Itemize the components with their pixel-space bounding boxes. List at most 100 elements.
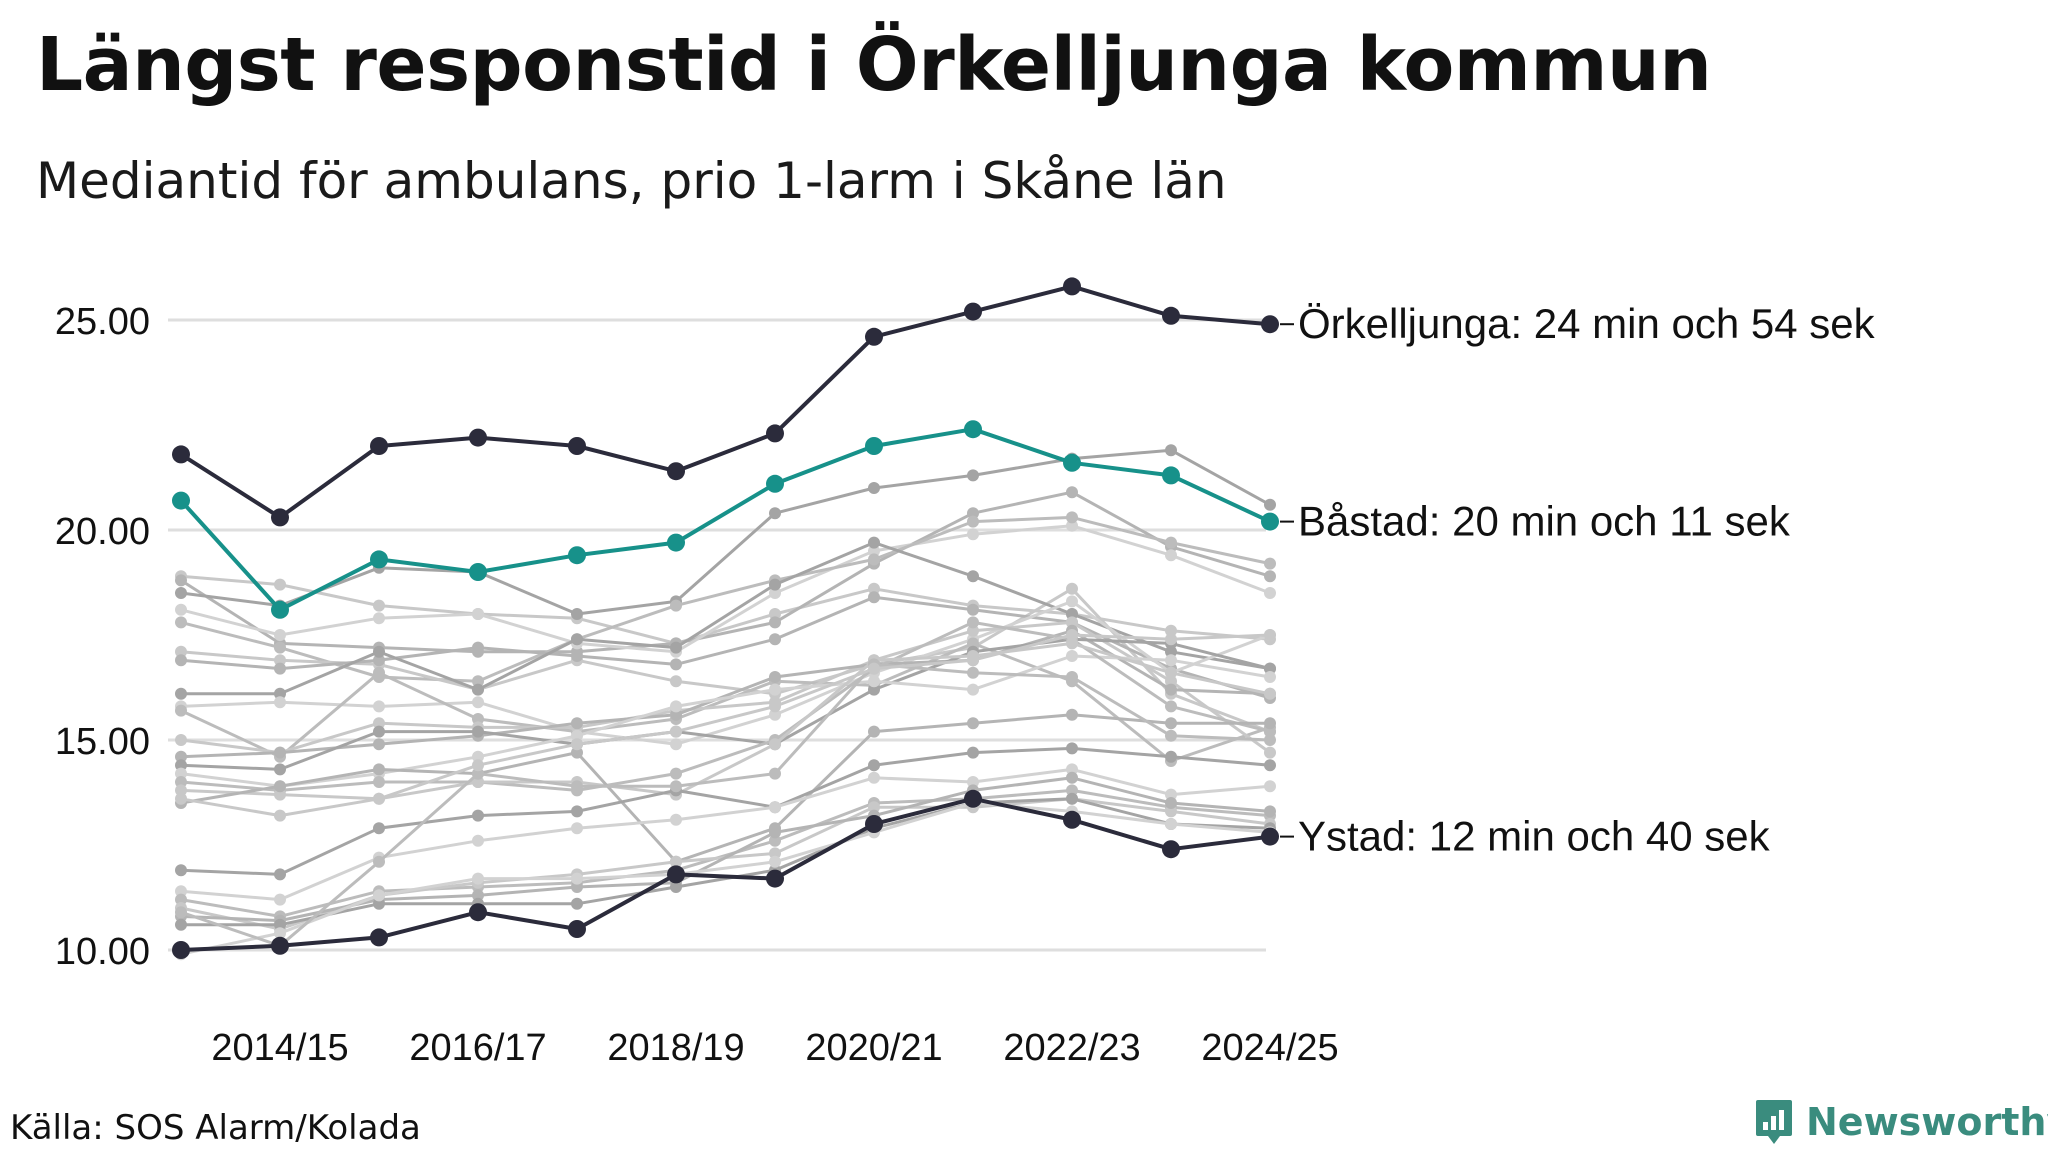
series-kommun-s-line — [180, 767, 1271, 902]
series-kommun-a-point — [1165, 624, 1177, 637]
series-kommun-i-point — [274, 696, 286, 709]
series-kommun-r-point — [373, 822, 385, 835]
source-note: Källa: SOS Alarm/Kolada — [10, 1108, 421, 1148]
series-kommun-r-point — [175, 864, 187, 877]
series-kommun-f-point — [670, 675, 682, 688]
y-tick-label: 25.00 — [55, 301, 150, 343]
series-kommun-j-point — [472, 713, 484, 725]
series-kommun-e-point — [670, 599, 682, 612]
series-kommun-g-point — [967, 603, 979, 616]
series-kommun-e-point — [472, 675, 484, 688]
series-kommun-r-point — [967, 746, 979, 759]
series-kommun-j-point — [373, 666, 385, 679]
series-kommun-e-point — [1165, 536, 1177, 549]
x-tick-label: 2018/19 — [607, 1027, 744, 1069]
series-kommun-n-point — [1264, 671, 1276, 683]
series-kommun-g-point — [175, 654, 187, 667]
series-kommun-a-point — [274, 578, 286, 591]
series-kommun-g-line — [180, 595, 1271, 700]
series-kommun-n-point — [571, 729, 583, 742]
series-kommun-s-point — [274, 893, 286, 906]
series-kommun-e-point — [274, 641, 286, 654]
series-kommun-s-point — [571, 822, 583, 835]
series-kommun-l-point — [1165, 683, 1177, 696]
series-kommun-k-point — [175, 734, 187, 746]
series-kommun-w-point — [1066, 792, 1078, 805]
x-tick-label: 2022/23 — [1003, 1027, 1140, 1069]
series-kommun-e-point — [1264, 557, 1276, 570]
series-kommun-z-point — [373, 792, 385, 805]
series-kommun-v-point — [769, 826, 781, 839]
series-kommun-m-point — [868, 683, 880, 696]
series-kommun-p-point — [769, 738, 781, 751]
series-kommun-r-point — [1264, 759, 1276, 772]
series-kommun-z-point — [175, 792, 187, 805]
series-ystad-point — [370, 928, 388, 947]
x-tick-label: 2024/25 — [1201, 1027, 1338, 1069]
series-kommun-c-point — [571, 608, 583, 620]
series-kommun-k-point — [1264, 746, 1276, 759]
series-kommun-g-point — [868, 591, 880, 604]
series-kommun-x-point — [373, 889, 385, 902]
series-kommun-o-point — [175, 776, 187, 788]
x-tick-label: 2014/15 — [211, 1027, 348, 1069]
series-kommun-c-point — [967, 469, 979, 482]
series-kommun-m-point — [175, 759, 187, 772]
series-kommun-d — [175, 519, 1276, 658]
series-kommun-a-line — [180, 574, 1271, 645]
series-kommun-g-point — [274, 662, 286, 675]
series-kommun-z-point — [1066, 629, 1078, 641]
series-kommun-y-point — [472, 767, 484, 780]
series-kommun-d-point — [769, 587, 781, 599]
series-kommun-b-point — [967, 507, 979, 520]
series-kommun-x-line — [180, 801, 1271, 956]
series-kommun-h-point — [571, 633, 583, 646]
series-kommun-h-point — [1165, 645, 1177, 658]
series-kommun-h-point — [1066, 608, 1078, 620]
series-kommun-v-point — [1264, 805, 1276, 818]
series-kommun-s-point — [1066, 763, 1078, 776]
series-kommun-w-point — [274, 918, 286, 931]
series-kommun-g-point — [472, 641, 484, 654]
series-kommun-x-point — [472, 872, 484, 885]
series-kommun-w-point — [571, 897, 583, 910]
series-kommun-s-point — [1264, 780, 1276, 793]
series-kommun-c-point — [868, 482, 880, 494]
series-ystad-point — [172, 941, 190, 959]
series-ystad-end-label: Ystad: 12 min och 40 sek — [1298, 813, 1771, 860]
series-kommun-m-point — [274, 763, 286, 776]
series-kommun-h-point — [274, 687, 286, 700]
series-kommun-u-point — [670, 855, 682, 868]
series-kommun-m-line — [180, 637, 1271, 771]
series-kommun-v — [175, 771, 1276, 927]
series-kommun-l-point — [373, 738, 385, 751]
series-kommun-n-point — [670, 700, 682, 713]
chart-title: Längst responstid i Örkelljunga kommun — [36, 22, 1712, 108]
series-kommun-y-point — [1066, 671, 1078, 683]
series-b-stad — [172, 420, 1279, 619]
series-kommun-l-point — [670, 708, 682, 721]
series-ystad — [172, 789, 1279, 959]
series-kommun-y-point — [571, 780, 583, 793]
series-kommun-c-line — [180, 448, 1271, 616]
series-kommun-h-point — [868, 536, 880, 549]
series-kommun-y-point — [1165, 729, 1177, 742]
series-kommun-h-point — [670, 641, 682, 654]
series-b-stad-point — [1261, 512, 1279, 531]
brand-logo: Newsworthy — [1754, 1098, 2048, 1146]
series-kommun-o-point — [670, 767, 682, 780]
series-kommun-y-point — [175, 906, 187, 919]
series-kommun-v-point — [1066, 771, 1078, 784]
series-kommun-x-point — [1165, 818, 1177, 830]
series-kommun-b-point — [175, 574, 187, 587]
other-series-group — [175, 444, 1276, 961]
series-kommun-c-point — [1264, 498, 1276, 511]
series-kommun-s-point — [868, 771, 880, 784]
series--rkelljunga-point — [865, 327, 883, 346]
series-b-stad-point — [1063, 453, 1081, 472]
series-kommun-d-point — [274, 629, 286, 641]
series--rkelljunga-point — [1261, 315, 1279, 334]
series-kommun-m-point — [1264, 662, 1276, 675]
series-kommun-j-point — [175, 704, 187, 717]
